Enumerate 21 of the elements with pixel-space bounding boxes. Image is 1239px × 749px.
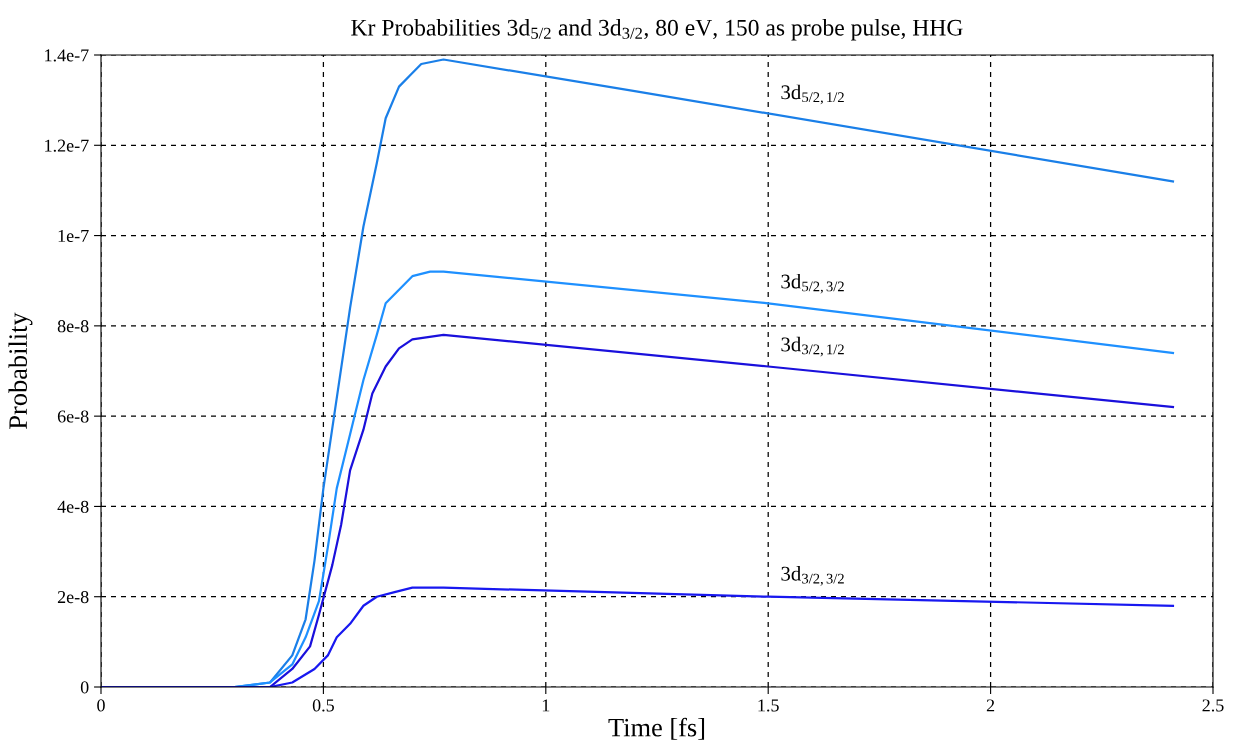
series-label: 3d$_{5/2,3/2}$ xyxy=(781,273,844,294)
y-tick-label: 6e-8 xyxy=(57,410,89,423)
y-tick-label: 2e-8 xyxy=(57,590,89,604)
x-tick-label: 2 xyxy=(986,699,995,712)
y-tick-label: 8e-8 xyxy=(57,320,89,333)
x-axis-title: Time [fs] xyxy=(608,717,705,740)
series-label: 3d$_{5/2,1/2}$ xyxy=(781,84,844,105)
chart-title: Kr Probabilities 3d$_{5/2}$ and 3d$_{3/2}$, 80 eV, 150 as probe pulse, HHG xyxy=(351,19,963,41)
x-tick-label: 0.5 xyxy=(312,699,334,712)
x-tick-label: 1 xyxy=(542,699,550,712)
y-tick-label: 1.2e-7 xyxy=(45,139,89,152)
x-tick-label: 1.5 xyxy=(758,699,779,712)
y-tick-label: 0 xyxy=(80,681,89,694)
y-tick-label: 1.4e-7 xyxy=(45,49,89,62)
series-label: 3d$_{3/2,1/2}$ xyxy=(781,336,844,357)
series-label: 3d$_{3/2,3/2}$ xyxy=(781,566,844,586)
x-tick-label: 2.5 xyxy=(1202,699,1224,712)
y-axis-title: Probability xyxy=(8,312,33,429)
y-tick-label: 1e-7 xyxy=(58,229,89,243)
y-tick-label: 4e-8 xyxy=(57,500,89,513)
x-tick-label: 0 xyxy=(97,699,105,712)
